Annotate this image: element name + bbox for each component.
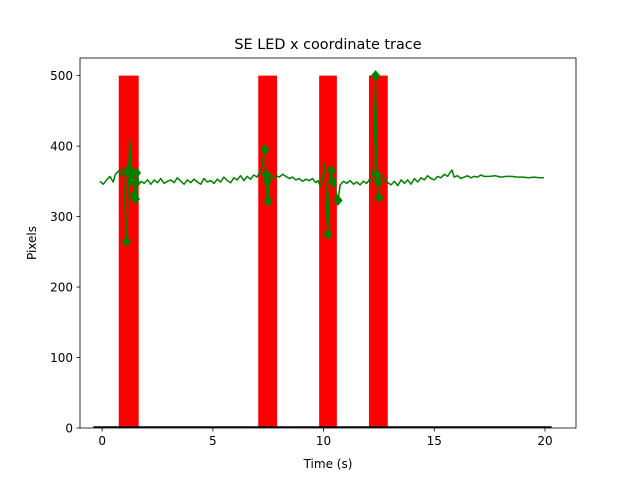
trace-marker	[263, 195, 273, 207]
chart-title: SE LED x coordinate trace	[234, 37, 421, 53]
event-bar	[319, 75, 337, 428]
plot-frame	[79, 57, 577, 429]
trace-marker	[374, 192, 384, 204]
event-bar	[368, 75, 388, 428]
y-tick-label: 300	[50, 210, 73, 224]
trace-marker	[121, 235, 132, 247]
trace-marker	[124, 163, 134, 175]
trace-marker	[372, 168, 382, 180]
event-bar	[118, 75, 139, 428]
y-tick-label: 100	[50, 351, 73, 365]
trace-marker	[333, 194, 343, 206]
x-tick-label: 20	[537, 434, 552, 448]
x-tick-label: 15	[427, 434, 442, 448]
y-tick-label: 500	[50, 69, 73, 83]
trace-marker	[370, 70, 381, 82]
y-tick-label: 400	[50, 140, 73, 154]
trace-marker	[323, 228, 333, 240]
trace-marker	[127, 175, 137, 187]
trace-marker	[260, 144, 270, 156]
trace-marker	[126, 168, 136, 180]
x-tick-label: 5	[209, 434, 217, 448]
trace-line	[99, 74, 544, 242]
x-axis-label: Time (s)	[303, 457, 353, 471]
x-axis: 0 5 10 15 20	[98, 428, 553, 448]
x-tick-label: 10	[316, 434, 331, 448]
y-tick-label: 200	[50, 281, 73, 295]
y-axis-label: Pixels	[25, 226, 39, 260]
trace-marker	[261, 168, 271, 180]
x-tick-label: 0	[98, 434, 106, 448]
y-tick-label: 0	[65, 422, 73, 436]
trace-marker	[373, 175, 383, 187]
trace-marker	[262, 175, 272, 187]
plot-content	[93, 70, 552, 428]
trace-marker	[326, 165, 336, 177]
y-axis: 0 100 200 300 400 500	[50, 69, 80, 436]
trace-marker	[327, 175, 338, 187]
trace-marker	[130, 193, 141, 205]
trace-marker	[131, 167, 142, 179]
event-bar	[258, 75, 278, 428]
